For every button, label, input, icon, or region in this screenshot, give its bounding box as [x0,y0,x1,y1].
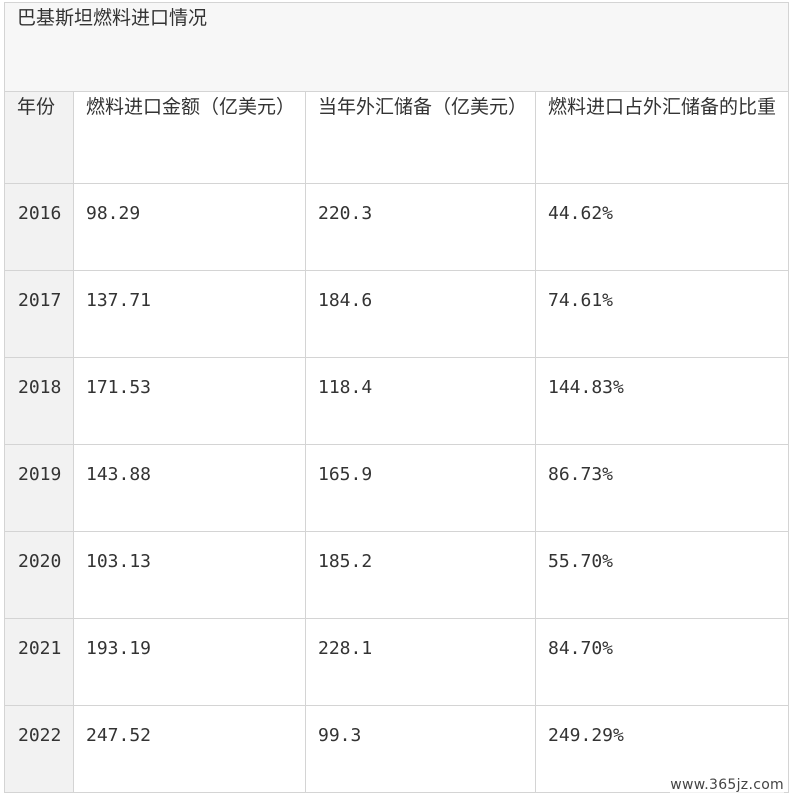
table-row: 2018 171.53 118.4 144.83% [4,357,790,445]
cell-fuel-import: 103.13 [73,531,306,619]
cell-fuel-import: 98.29 [73,183,306,271]
fuel-import-table: 巴基斯坦燃料进口情况 年份 燃料进口金额（亿美元） 当年外汇储备（亿美元） 燃料… [3,2,790,793]
table-row: 2021 193.19 228.1 84.70% [4,618,790,706]
table-title-row: 巴基斯坦燃料进口情况 [3,2,790,92]
cell-ratio: 74.61% [534,270,790,358]
cell-fuel-import: 171.53 [73,357,306,445]
table-row: 2019 143.88 165.9 86.73% [4,444,790,532]
cell-fuel-import: 143.88 [73,444,306,532]
cell-fuel-import: 137.71 [73,270,306,358]
cell-fx-reserve: 165.9 [305,444,536,532]
cell-year: 2021 [4,618,74,706]
cell-fx-reserve: 99.3 [305,705,536,793]
header-ratio: 燃料进口占外汇储备的比重 [534,91,790,184]
table-row: 2020 103.13 185.2 55.70% [4,531,790,619]
table-header-row: 年份 燃料进口金额（亿美元） 当年外汇储备（亿美元） 燃料进口占外汇储备的比重 [4,91,790,184]
cell-year: 2017 [4,270,74,358]
cell-year: 2016 [4,183,74,271]
cell-ratio: 55.70% [534,531,790,619]
header-fuel-import: 燃料进口金额（亿美元） [73,91,306,184]
table-title: 巴基斯坦燃料进口情况 [3,2,790,92]
cell-fuel-import: 247.52 [73,705,306,793]
cell-year: 2022 [4,705,74,793]
cell-year: 2020 [4,531,74,619]
cell-fx-reserve: 184.6 [305,270,536,358]
cell-fx-reserve: 220.3 [305,183,536,271]
cell-year: 2018 [4,357,74,445]
cell-year: 2019 [4,444,74,532]
cell-ratio: 144.83% [534,357,790,445]
cell-fx-reserve: 118.4 [305,357,536,445]
site-watermark: www.365jz.com [670,777,784,793]
table-row: 2016 98.29 220.3 44.62% [4,183,790,271]
cell-fx-reserve: 228.1 [305,618,536,706]
table-row: 2022 247.52 99.3 249.29% [4,705,790,793]
table-row: 2017 137.71 184.6 74.61% [4,270,790,358]
cell-ratio: 44.62% [534,183,790,271]
cell-ratio: 86.73% [534,444,790,532]
header-year: 年份 [4,91,74,184]
header-fx-reserve: 当年外汇储备（亿美元） [305,91,536,184]
cell-fx-reserve: 185.2 [305,531,536,619]
cell-fuel-import: 193.19 [73,618,306,706]
cell-ratio: 84.70% [534,618,790,706]
